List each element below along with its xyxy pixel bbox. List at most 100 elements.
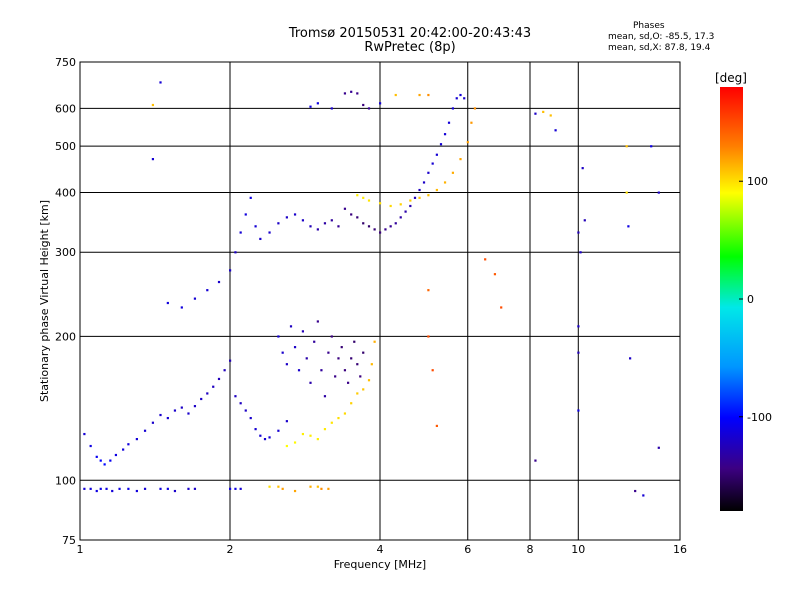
echo-point <box>418 188 421 192</box>
echo-point <box>549 114 552 117</box>
echo-point <box>151 103 155 107</box>
echo-point <box>427 335 430 338</box>
y-tick-label: 750 <box>55 56 76 69</box>
echo-point <box>350 402 353 405</box>
echo-point <box>657 191 660 194</box>
echo-point <box>362 222 365 225</box>
echo-point <box>323 395 327 398</box>
echo-point <box>193 297 197 300</box>
echo-point <box>579 251 582 254</box>
echo-point <box>293 213 297 216</box>
echo-point <box>309 485 312 488</box>
y-tick-label: 600 <box>55 102 76 115</box>
colorbar-ticks: 100 0 -100 <box>739 175 772 424</box>
echo-point <box>166 487 169 490</box>
y-tick-label: 500 <box>55 140 76 153</box>
echo-point <box>379 202 382 205</box>
y-tick-label: 100 <box>55 474 76 487</box>
echo-point <box>83 487 86 490</box>
echo-point <box>379 102 382 105</box>
echo-point <box>285 444 288 448</box>
echo-point <box>285 420 288 423</box>
echo-point <box>103 463 106 466</box>
echo-point <box>268 485 271 488</box>
echo-point <box>244 409 247 412</box>
echo-point <box>193 487 197 490</box>
echo-point <box>447 121 451 124</box>
echo-point <box>451 171 455 174</box>
echo-point <box>263 437 267 441</box>
echo-point <box>173 489 177 493</box>
echo-point <box>384 228 387 231</box>
echo-point <box>534 112 537 115</box>
echo-point <box>217 377 221 381</box>
echo-point <box>277 335 280 338</box>
echo-point <box>343 412 347 415</box>
echo-point <box>151 158 155 161</box>
y-axis-label: Stationary phase Virtual Height [km] <box>38 200 51 402</box>
echo-point <box>356 92 359 95</box>
echo-point <box>305 357 308 360</box>
x-axis-label: Frequency [MHz] <box>334 558 426 571</box>
echo-point <box>356 216 359 219</box>
echo-point <box>583 219 586 222</box>
echo-point <box>373 340 376 343</box>
echo-point <box>343 369 347 372</box>
echo-point <box>356 363 359 366</box>
echo-point <box>309 105 312 108</box>
data-points <box>83 81 660 497</box>
echo-point <box>362 196 365 199</box>
echo-point <box>353 340 356 343</box>
echo-point <box>362 103 365 107</box>
echo-point <box>327 487 330 490</box>
echo-point <box>297 369 301 372</box>
echo-point <box>268 231 271 234</box>
chart-subtitle: RwPretec (8p) <box>364 40 456 55</box>
echo-point <box>320 369 323 372</box>
echo-point <box>234 487 237 490</box>
echo-point <box>439 143 443 146</box>
echo-point <box>135 437 138 441</box>
echo-point <box>330 421 333 424</box>
echo-point <box>293 441 297 444</box>
echo-point <box>581 167 584 170</box>
echo-point <box>625 191 628 194</box>
echo-point <box>217 280 221 284</box>
echo-point <box>277 485 280 488</box>
echo-point <box>427 194 430 197</box>
x-tick-label: 16 <box>673 543 687 556</box>
echo-point <box>473 107 477 110</box>
echo-point <box>470 121 473 124</box>
echo-point <box>435 424 438 428</box>
echo-point <box>343 207 347 210</box>
echo-point <box>289 325 293 328</box>
echo-point <box>95 455 98 458</box>
echo-point <box>642 494 645 497</box>
echo-point <box>389 225 392 228</box>
echo-point <box>337 225 340 228</box>
echo-point <box>418 196 421 199</box>
echo-point <box>151 421 155 424</box>
echo-point <box>301 330 305 333</box>
echo-point <box>367 225 371 228</box>
echo-point <box>114 453 118 457</box>
echo-point <box>367 379 371 382</box>
echo-point <box>309 225 312 228</box>
echo-point <box>443 133 447 136</box>
echo-point <box>135 489 138 493</box>
y-tick-label: 400 <box>55 186 76 199</box>
echo-point <box>173 409 177 412</box>
echo-point <box>159 487 162 490</box>
echo-point <box>316 485 319 488</box>
echo-point <box>435 153 438 156</box>
echo-point <box>122 448 125 451</box>
echo-point <box>577 231 580 234</box>
echo-point <box>249 196 252 199</box>
echo-point <box>244 213 247 216</box>
echo-point <box>277 222 280 225</box>
echo-point <box>356 194 359 197</box>
echo-point <box>367 199 371 202</box>
echo-point <box>577 351 580 354</box>
echo-point <box>249 416 252 420</box>
x-tick-label: 6 <box>464 543 471 556</box>
